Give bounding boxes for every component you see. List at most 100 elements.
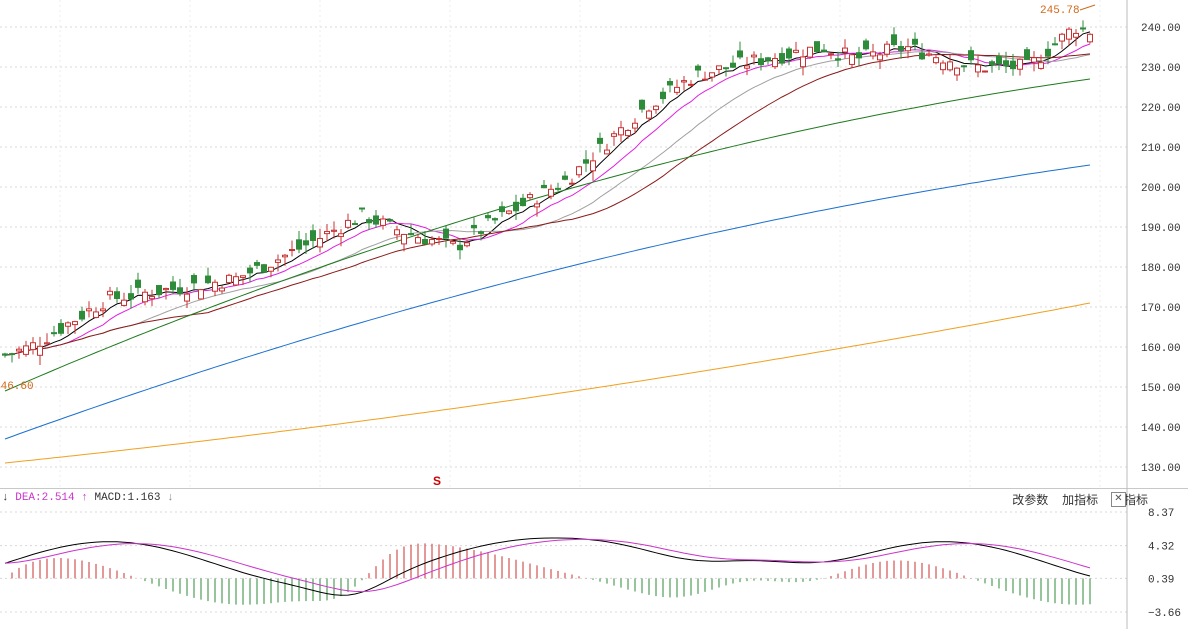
candle <box>464 242 470 247</box>
candle <box>723 67 729 70</box>
candle <box>800 56 806 68</box>
candle <box>765 57 771 61</box>
macd-value: MACD:1.163 <box>94 492 161 504</box>
candle <box>772 57 778 68</box>
candle <box>863 40 869 50</box>
candle <box>653 105 659 111</box>
candle <box>121 299 127 306</box>
candle <box>415 237 421 244</box>
candle <box>450 240 456 244</box>
price-tick-label: 210.00 <box>1141 143 1181 155</box>
candle <box>72 321 78 326</box>
candlestick-chart: 130.00 140.00 150.00 160.00 170.00 180.00 190.… <box>0 0 1181 488</box>
candle <box>366 219 372 224</box>
moving-average-line <box>4 50 1091 356</box>
candle <box>212 281 218 292</box>
moving-average-line <box>4 78 1091 392</box>
candle <box>345 219 351 228</box>
candle <box>457 244 463 251</box>
dea-line <box>4 538 1091 593</box>
moving-average-line <box>4 164 1091 440</box>
candle <box>870 51 876 57</box>
candle <box>30 342 36 351</box>
macd-histogram <box>11 543 1091 605</box>
candle <box>807 46 813 58</box>
candle <box>562 175 568 180</box>
candle <box>933 57 939 64</box>
high-annotation: 245.78 <box>1040 5 1080 17</box>
candle <box>786 48 792 59</box>
price-tick-label: 240.00 <box>1141 23 1181 35</box>
candle <box>912 38 918 45</box>
candle <box>709 72 715 78</box>
candle <box>394 229 400 236</box>
high-arrow-icon <box>1079 4 1096 11</box>
candle <box>954 67 960 76</box>
moving-average-line <box>4 302 1091 464</box>
candle <box>93 311 99 318</box>
candle <box>149 296 155 300</box>
low-annotation: 146.60 <box>0 381 34 393</box>
candle <box>359 207 365 210</box>
candle <box>618 127 624 136</box>
price-tick-label: 150.00 <box>1141 383 1181 395</box>
candle <box>667 81 673 86</box>
candle <box>226 274 232 284</box>
candle <box>681 80 687 83</box>
candle <box>170 281 176 290</box>
price-tick-label: 190.00 <box>1141 223 1181 235</box>
candle <box>569 182 575 185</box>
candle <box>905 46 911 52</box>
dea-value: DEA:2.514 <box>15 492 75 504</box>
candle <box>884 43 890 55</box>
candle <box>506 210 512 214</box>
candle <box>604 149 610 155</box>
edit-params-button[interactable]: 改参数 <box>1012 493 1049 507</box>
candle <box>898 46 904 52</box>
candle <box>541 184 547 189</box>
macd-axis: 8.37 4.32 0.39 −3.66 <box>1148 508 1181 620</box>
candle <box>982 70 988 73</box>
candle <box>401 233 407 245</box>
candle <box>1059 33 1065 42</box>
candle <box>926 53 932 56</box>
price-tick-label: 220.00 <box>1141 103 1181 115</box>
candle <box>478 231 484 234</box>
candle <box>324 230 330 235</box>
candle <box>331 229 337 232</box>
candle <box>233 276 239 286</box>
candle <box>100 308 106 312</box>
add-indicator-button[interactable]: 加指标 <box>1062 493 1099 507</box>
candle <box>842 47 848 53</box>
candle <box>849 54 855 65</box>
candle <box>527 194 533 199</box>
candle <box>492 218 498 221</box>
candle <box>996 55 1002 65</box>
candle <box>828 53 834 56</box>
candle <box>1031 57 1037 63</box>
down-arrow-icon: ↓ <box>2 492 9 504</box>
price-tick-label: 230.00 <box>1141 63 1181 75</box>
candle <box>702 78 708 81</box>
candle <box>296 239 302 250</box>
candle <box>352 223 358 226</box>
candles <box>2 20 1093 365</box>
close-icon[interactable]: ✕ <box>1111 492 1126 507</box>
candle <box>1080 27 1086 30</box>
candle <box>58 323 64 334</box>
candle <box>37 345 43 356</box>
candle <box>1052 43 1058 46</box>
candle <box>1024 49 1030 60</box>
candle <box>730 62 736 68</box>
candle <box>198 289 204 300</box>
candle <box>1073 32 1079 38</box>
candle <box>373 215 379 225</box>
candle <box>247 267 253 274</box>
candle <box>856 52 862 59</box>
candle <box>16 348 22 352</box>
price-axis: 130.00 140.00 150.00 160.00 170.00 180.00 190.… <box>1141 23 1181 475</box>
candle <box>289 249 295 252</box>
candle <box>1045 48 1051 57</box>
macd-lines <box>4 537 1091 596</box>
candle <box>674 86 680 93</box>
